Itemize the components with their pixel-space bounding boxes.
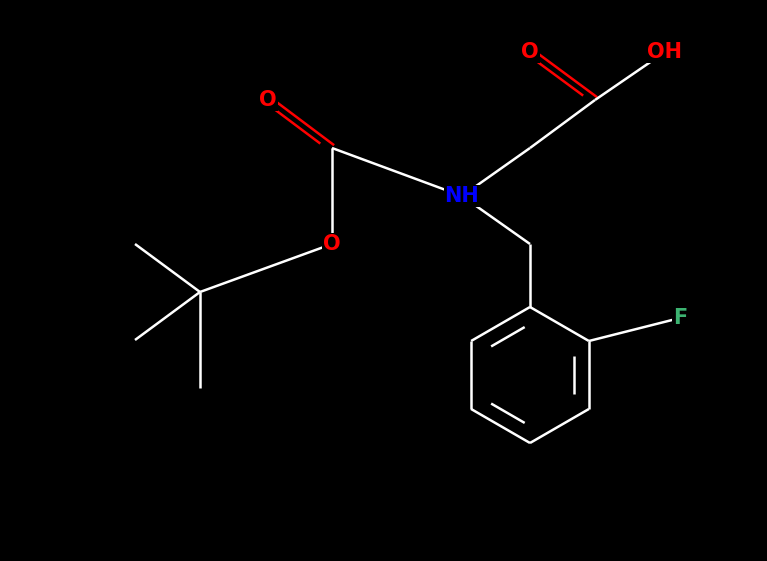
Text: O: O [522,42,538,62]
Text: OH: OH [647,42,683,62]
Text: F: F [673,308,687,328]
Text: O: O [323,234,341,254]
Text: O: O [259,90,277,110]
Text: NH: NH [445,186,479,206]
